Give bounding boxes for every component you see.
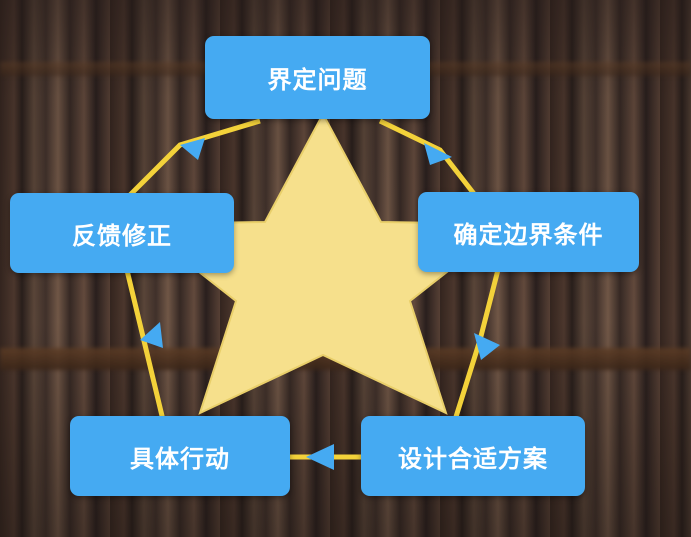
arrow-icon bbox=[180, 138, 205, 160]
node-take-action: 具体行动 bbox=[70, 416, 290, 496]
arrow-icon bbox=[474, 333, 500, 360]
arrow-icon bbox=[306, 444, 334, 470]
arrow-icon bbox=[140, 322, 163, 348]
node-feedback-correction: 反馈修正 bbox=[10, 193, 234, 273]
connector-line bbox=[378, 118, 487, 210]
node-define-problem: 界定问题 bbox=[205, 36, 430, 119]
node-boundary-conditions: 确定边界条件 bbox=[418, 192, 639, 272]
connector-line bbox=[122, 261, 166, 421]
arrow-icon bbox=[424, 143, 452, 165]
node-design-solution: 设计合适方案 bbox=[361, 416, 585, 496]
